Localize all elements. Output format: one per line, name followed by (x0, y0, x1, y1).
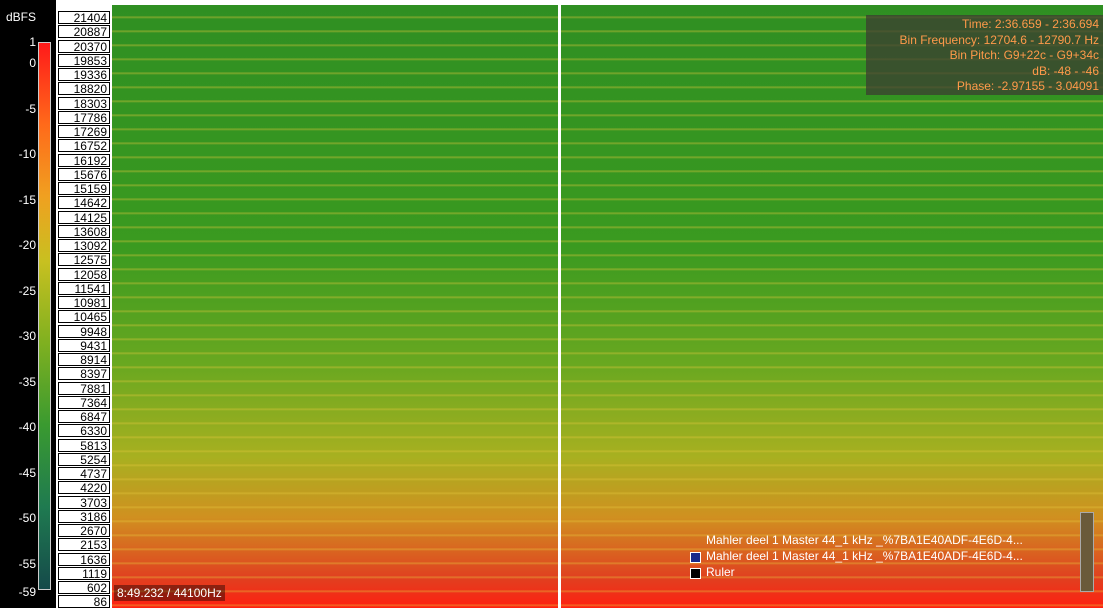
frequency-label: 8914 (58, 353, 110, 366)
app: dBFS 1 0 -5 -10 -15 -20 -25 -30 -35 -40 -45 -50 -55 -… (0, 0, 1103, 608)
legend-checkbox[interactable] (690, 568, 701, 579)
info-line: Phase: -2.97155 - 3.04091 (957, 79, 1099, 93)
info-box: Time: 2:36.659 - 2:36.694 Bin Frequency: … (866, 15, 1103, 95)
colorbar-label: -59 (0, 585, 36, 599)
frequency-label: 15159 (58, 182, 110, 195)
frequency-label: 3703 (58, 496, 110, 509)
frequency-label: 4220 (58, 481, 110, 494)
info-line: Bin Pitch: G9+22c - G9+34c (950, 48, 1099, 62)
colorbar (38, 42, 51, 590)
frequency-label: 3186 (58, 510, 110, 523)
legend-item[interactable]: Mahler deel 1 Master 44_1 kHz _%7BA1E40A… (706, 549, 1023, 563)
frequency-label: 19853 (58, 54, 110, 67)
frequency-label: 5254 (58, 453, 110, 466)
legend-item[interactable]: Ruler (706, 565, 735, 579)
colorbar-label: -15 (0, 193, 36, 207)
frequency-label: 19336 (58, 68, 110, 81)
info-line: Time: 2:36.659 - 2:36.694 (962, 17, 1099, 31)
colorbar-panel: dBFS 1 0 -5 -10 -15 -20 -25 -30 -35 -40 -45 -50 -55 -… (0, 0, 56, 608)
legend-checkbox[interactable] (690, 552, 701, 563)
frequency-label: 13608 (58, 225, 110, 238)
colorbar-label: -55 (0, 557, 36, 571)
frequency-label: 6330 (58, 424, 110, 437)
colorbar-label: -50 (0, 511, 36, 525)
frequency-label: 1119 (58, 567, 110, 580)
status-text: 8:49.232 / 44100Hz (114, 585, 225, 601)
colorbar-label: -5 (0, 102, 36, 116)
frequency-label: 7364 (58, 396, 110, 409)
frequency-label: 602 (58, 581, 110, 594)
frequency-label: 13092 (58, 239, 110, 252)
frequency-label: 18820 (58, 82, 110, 95)
frequency-label: 8397 (58, 367, 110, 380)
frequency-label: 17786 (58, 111, 110, 124)
colorbar-label: -40 (0, 420, 36, 434)
frequency-label: 9431 (58, 339, 110, 352)
frequency-label: 17269 (58, 125, 110, 138)
colorbar-label: -35 (0, 375, 36, 389)
frequency-label: 12058 (58, 268, 110, 281)
frequency-label: 12575 (58, 253, 110, 266)
frequency-label: 18303 (58, 97, 110, 110)
info-line: Bin Frequency: 12704.6 - 12790.7 Hz (900, 33, 1099, 47)
frequency-label: 9948 (58, 325, 110, 338)
frequency-label: 10981 (58, 296, 110, 309)
colorbar-label: -20 (0, 238, 36, 252)
frequency-label: 11541 (58, 282, 110, 295)
info-line: dB: -48 - -46 (1032, 64, 1099, 78)
colorbar-label: -10 (0, 147, 36, 161)
frequency-label: 6847 (58, 410, 110, 423)
colorbar-title: dBFS (6, 10, 36, 24)
frequency-label: 5813 (58, 439, 110, 452)
frequency-label: 14125 (58, 211, 110, 224)
colorbar-label: 0 (0, 56, 36, 70)
frequency-label: 16752 (58, 139, 110, 152)
colorbar-label: -25 (0, 284, 36, 298)
frequency-label: 10465 (58, 310, 110, 323)
frequency-label: 14642 (58, 196, 110, 209)
frequency-label: 7881 (58, 382, 110, 395)
frequency-label: 16192 (58, 154, 110, 167)
frequency-label: 86 (58, 595, 110, 608)
legend-item[interactable]: Mahler deel 1 Master 44_1 kHz _%7BA1E40A… (706, 533, 1023, 547)
colorbar-label: 1 (0, 35, 36, 49)
frequency-label: 15676 (58, 168, 110, 181)
frequency-label: 2670 (58, 524, 110, 537)
colorbar-label: -30 (0, 329, 36, 343)
frequency-label: 2153 (58, 538, 110, 551)
spectrogram-right[interactable] (561, 5, 1103, 608)
colorbar-label: -45 (0, 466, 36, 480)
frequency-label: 1636 (58, 553, 110, 566)
frequency-label: 20370 (58, 40, 110, 53)
frequency-label: 20887 (58, 25, 110, 38)
scroll-handle[interactable] (1080, 512, 1094, 592)
frequency-label: 4737 (58, 467, 110, 480)
frequency-label: 21404 (58, 11, 110, 24)
spectrogram-left[interactable] (112, 5, 558, 608)
